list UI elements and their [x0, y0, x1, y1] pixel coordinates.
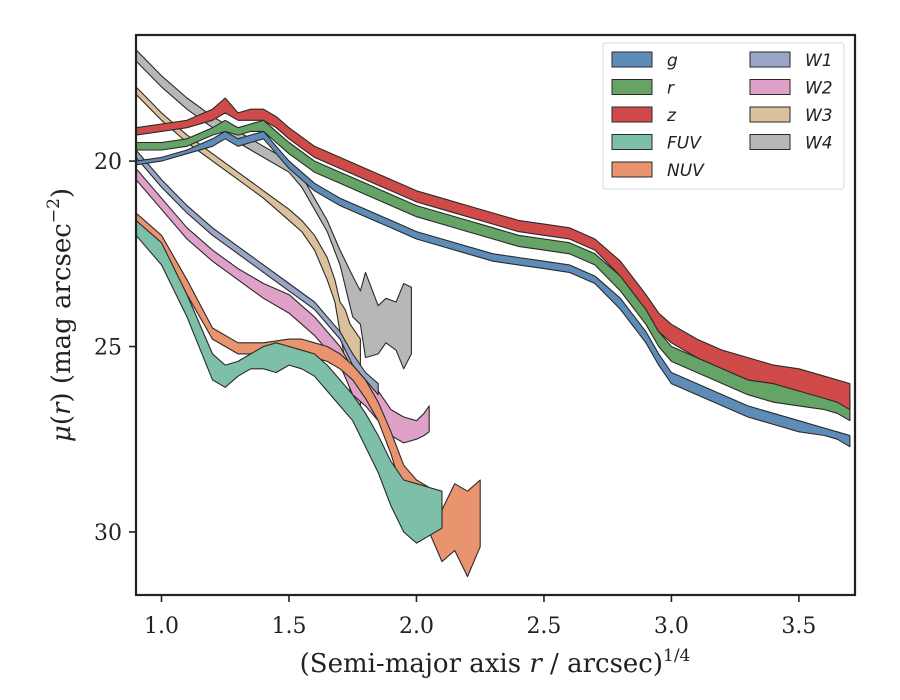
legend-label-w3: W3 — [805, 106, 833, 126]
band-r — [136, 119, 851, 422]
profile-bands — [136, 49, 851, 578]
x-tick-label: 2.5 — [526, 614, 561, 639]
legend-swatch-z — [611, 106, 653, 123]
x-axis: 1.0 1.5 2.0 2.5 3.0 3.5 — [144, 595, 816, 639]
y-tick-label: 25 — [94, 336, 122, 361]
legend-swatch-w2 — [749, 79, 791, 95]
legend-label-r: r — [667, 79, 675, 99]
x-tick-label: 1.0 — [144, 614, 179, 639]
legend-label-w4: W4 — [805, 134, 833, 154]
band-w1 — [136, 149, 379, 396]
legend-label-fuv: FUV — [667, 134, 702, 154]
legend-swatch-w1 — [749, 51, 791, 68]
y-axis: 20 25 30 — [94, 150, 136, 546]
legend-swatch-g — [611, 51, 653, 68]
legend-swatch-w3 — [749, 106, 791, 123]
x-tick-label: 1.5 — [271, 614, 306, 639]
legend-label-nuv: NUV — [667, 161, 705, 181]
x-tick-label: 3.0 — [654, 614, 689, 639]
legend-swatch-w4 — [749, 134, 791, 150]
plot-frame — [134, 33, 857, 597]
x-tick-label: 3.5 — [781, 614, 816, 639]
y-tick-label: 30 — [94, 521, 122, 546]
x-tick-label: 2.0 — [399, 614, 434, 639]
legend-swatch-nuv — [611, 161, 653, 178]
y-axis-label: μ(r) (mag arcsec−2) — [44, 188, 77, 442]
legend-label-w2: W2 — [805, 79, 833, 99]
band-z — [136, 97, 851, 411]
legend-label-g: g — [667, 51, 678, 71]
band-w4 — [136, 49, 412, 370]
legend-label-z: z — [666, 106, 677, 126]
legend: grz FUV NUV W1 W2 W3 W4 — [602, 42, 845, 190]
legend-swatch-r — [611, 79, 653, 95]
y-tick-label: 20 — [94, 150, 122, 175]
x-axis-label: (Semi-major axis r / arcsec)1/4 — [300, 646, 691, 679]
band-g — [136, 130, 851, 448]
legend-swatch-fuv — [611, 134, 653, 150]
legend-label-w1: W1 — [805, 51, 833, 71]
band-fuv — [136, 219, 443, 544]
